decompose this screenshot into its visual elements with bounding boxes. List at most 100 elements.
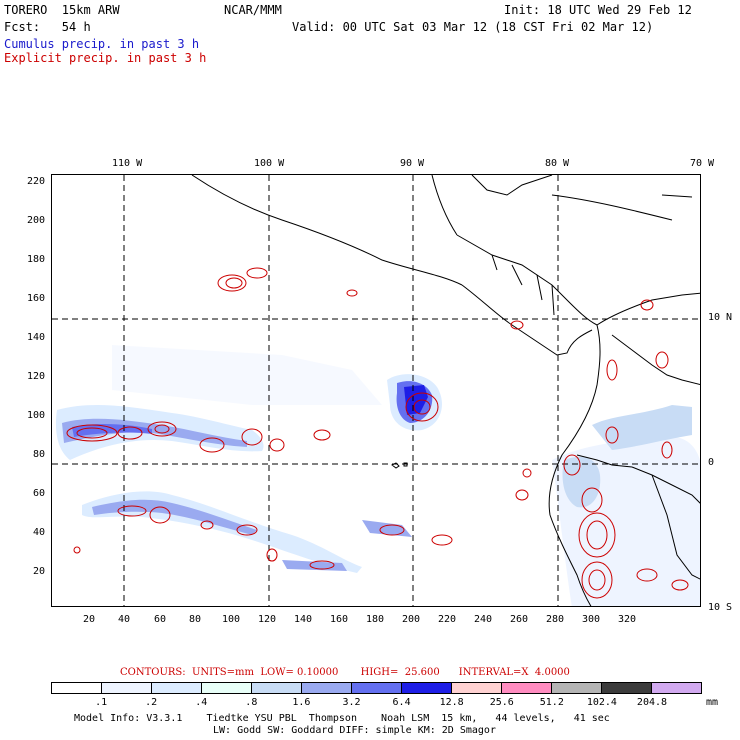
y-tick: 20 [33,566,46,577]
y-tick: 120 [27,371,46,382]
lat-tick-10n: 10 N [708,312,733,323]
x-tick: 240 [474,614,493,625]
lon-tick-80w: 80 W [545,158,570,169]
contour-info: CONTOURS: UNITS=mm LOW= 0.10000 HIGH= 25… [120,667,570,678]
brazil-border [651,474,700,580]
hispaniola [661,194,693,198]
contour [200,520,214,530]
y-tick: 140 [27,332,46,343]
model-info: Model Info: V3.3.1 Tiedtke YSU PBL Thomp… [74,713,610,724]
south-america-west-coast [548,324,601,606]
central-america-coast [461,284,593,356]
x-tick: 100 [222,614,241,625]
colorbar-swatch [202,683,252,693]
colorbar-swatch [52,683,102,693]
contour [217,274,247,292]
explicit-precip-contours [66,267,689,599]
precip-map [51,174,701,607]
contour [515,489,529,501]
x-tick: 220 [438,614,457,625]
colorbar-swatch [552,683,602,693]
x-tick: 60 [154,614,167,625]
colorbar-label: 102.4 [586,697,617,708]
x-tick: 80 [189,614,202,625]
colorbar-label: .4 [195,697,208,708]
central-america-north-coast [456,234,598,326]
colorbar-swatch [302,683,352,693]
colorbar-label: 204.8 [636,697,668,708]
x-tick: 320 [618,614,637,625]
contour [73,546,81,554]
x-tick: 180 [366,614,385,625]
colorbar-label: 12.8 [439,697,464,708]
x-tick: 40 [118,614,131,625]
init-time: Init: 18 UTC Wed 29 Feb 12 [504,3,692,17]
contour [246,267,268,279]
south-america-core [562,456,601,508]
colorbar-label: 3.2 [342,697,361,708]
contour [563,454,581,476]
contour [606,359,618,381]
y-tick: 160 [27,293,46,304]
contour [605,426,619,444]
lon-tick-110w: 110 W [112,158,143,169]
yucatan [471,175,553,196]
contour [309,560,335,570]
contour [154,424,170,434]
forecast-hour: Fcst: 54 h [4,20,91,34]
colorbar-swatch [102,683,152,693]
contour [225,277,243,289]
contour [76,427,108,439]
y-tick: 40 [33,527,46,538]
lat-tick-10s: 10 S [708,602,733,613]
contour [241,428,263,446]
contour [236,524,258,536]
contour [199,437,225,453]
x-tick: 160 [330,614,349,625]
central-america-borders [491,254,555,316]
valid-time: Valid: 00 UTC Sat 03 Mar 12 (18 CST Fri … [292,20,654,34]
lat-tick-0: 0 [708,457,715,468]
colorbar-label: .2 [145,697,158,708]
cumulus-legend: Cumulus precip. in past 3 h [4,37,200,51]
contour [269,438,285,452]
x-tick: 20 [83,614,96,625]
contour [522,468,532,478]
contour [655,351,669,369]
y-tick: 60 [33,488,46,499]
contour [581,561,613,599]
y-tick: 200 [27,215,46,226]
x-tick: 260 [510,614,529,625]
physics-info: LW: Godd SW: Goddard DIFF: simple KM: 2D… [213,725,496,736]
cuba [551,194,673,221]
contour [671,579,689,591]
contour [346,289,358,297]
y-tick: 220 [27,176,46,187]
contour [379,524,405,536]
cumulus-streak-a [362,520,412,537]
ecuador-border [576,454,633,468]
contour [413,399,431,415]
x-tick: 200 [402,614,421,625]
contour [313,429,331,441]
lat-lon-grid [52,175,700,606]
contour [640,299,654,311]
colorbar-swatch [352,683,402,693]
pacific-scatter [112,345,382,405]
coastlines [191,175,700,606]
colorbar-swatch [652,683,701,693]
y-tick: 180 [27,254,46,265]
lon-tick-90w: 90 W [400,158,425,169]
contour [405,392,439,422]
contour [266,548,278,562]
colorbar-label: .1 [95,697,108,708]
contour [588,569,606,591]
peru-border [631,466,700,504]
x-tick: 280 [546,614,565,625]
x-tick: 300 [582,614,601,625]
contour [636,568,658,582]
map-canvas [52,175,700,606]
colorbar-label: 25.6 [489,697,514,708]
colombia-border [611,334,700,386]
contour [661,441,673,459]
